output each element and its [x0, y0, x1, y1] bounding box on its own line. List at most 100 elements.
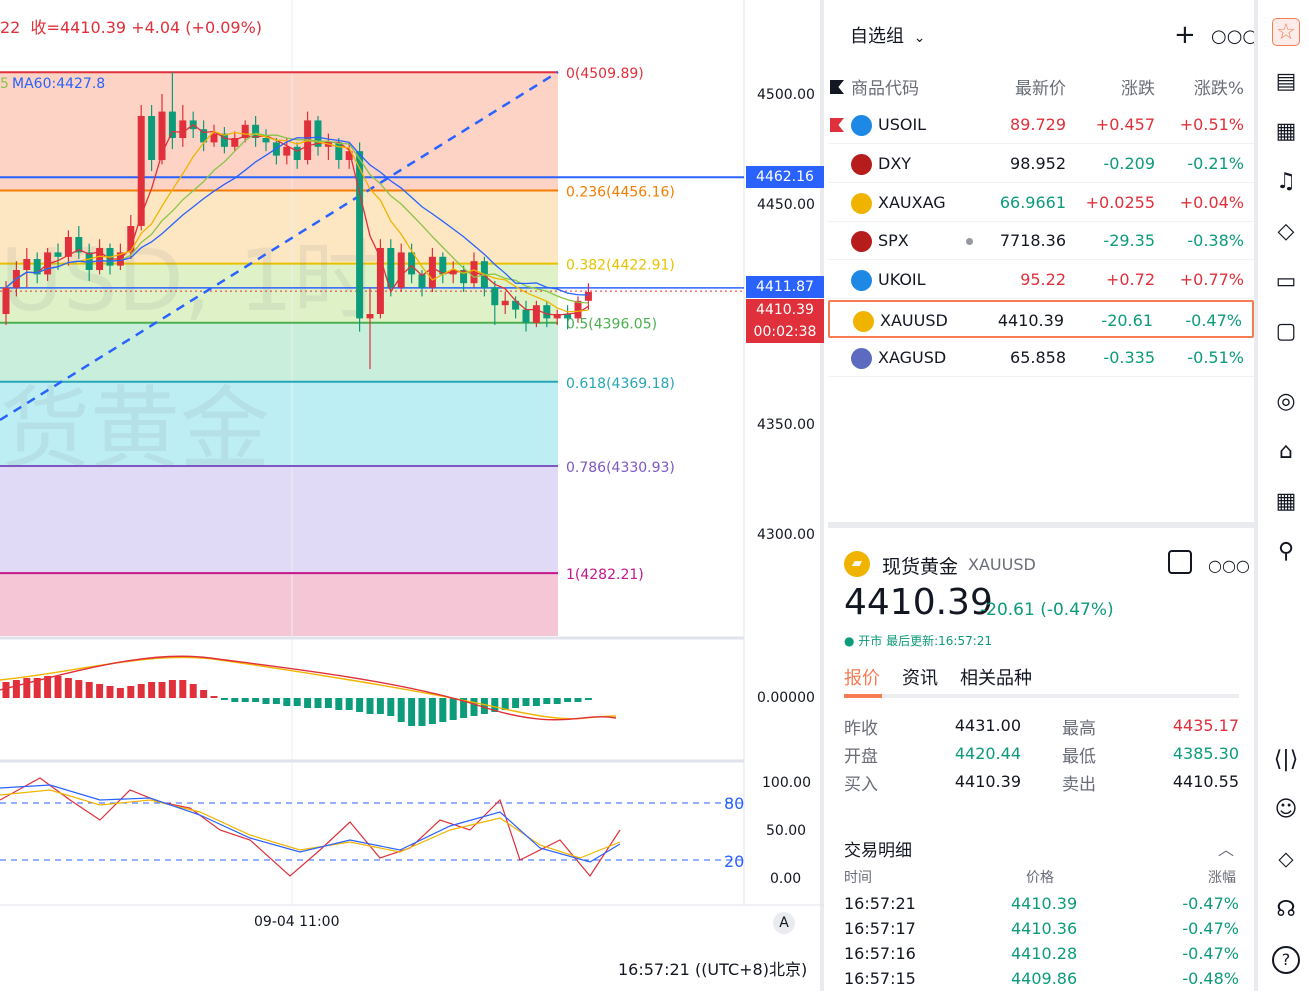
network-icon[interactable]: ⚲	[1277, 539, 1295, 564]
tab-news[interactable]: 资讯	[902, 668, 938, 689]
status-dot	[966, 238, 973, 246]
row-symbol: USOIL	[878, 115, 927, 134]
row-change-pct: -0.47%	[1185, 311, 1242, 330]
ma-legend: MA60:4427.8	[12, 76, 106, 92]
panel-divider[interactable]	[828, 522, 1254, 528]
handshake-icon[interactable]: ⬦	[1278, 847, 1294, 872]
tab-related[interactable]: 相关品种	[960, 668, 1032, 689]
watchlist-row[interactable]: UKOIL 95.22 +0.72 +0.77%	[828, 261, 1254, 300]
flag-icon[interactable]	[830, 118, 844, 132]
candle-body	[522, 309, 530, 323]
macd-histogram-bar	[168, 680, 176, 698]
col-change[interactable]: 涨跌	[1121, 79, 1155, 99]
edit-icon[interactable]	[1168, 550, 1192, 574]
col-symbol[interactable]: 商品代码	[851, 79, 919, 99]
quote-value: 4410.39	[954, 772, 1021, 791]
trade-row: 16:57:15 4409.86 -0.48%	[844, 969, 1239, 993]
help-icon[interactable]: ?	[1272, 946, 1300, 974]
auto-scale-button[interactable]: A	[773, 912, 795, 934]
chart-panel[interactable]: 0(4509.89) 0.236(4456.16) 0.382(4422.91) 0.…	[0, 0, 824, 991]
fib-level-label: 0.618(4369.18)	[566, 376, 675, 392]
target-icon[interactable]: ◎	[1276, 389, 1296, 414]
candle-body	[220, 133, 228, 147]
rsi-axis-100: 100.00	[762, 775, 811, 791]
candle-body	[314, 120, 322, 147]
row-symbol: DXY	[878, 153, 912, 173]
row-last: 4410.39	[997, 311, 1064, 330]
macd-histogram-bar	[127, 686, 135, 698]
row-last: 98.952	[1010, 153, 1066, 173]
video-icon[interactable]: ▭	[1275, 269, 1297, 294]
support-icon[interactable]: ☊	[1276, 897, 1296, 922]
layers-icon[interactable]: ◇	[1277, 219, 1295, 244]
macd-histogram-bar	[262, 698, 270, 704]
collapse-icon[interactable]: ︿	[1218, 840, 1235, 859]
detail-more-icon[interactable]: ○○○	[1208, 556, 1250, 575]
rsi-level-20: 20	[724, 852, 745, 871]
price-axis-label: 4300.00	[757, 527, 815, 543]
symbol-logo-icon	[851, 347, 872, 369]
tab-quote[interactable]: 报价	[844, 668, 880, 689]
macd-histogram-bar	[439, 698, 447, 722]
candle-body	[553, 314, 561, 319]
trade-time: 16:57:17	[844, 919, 916, 938]
education-icon[interactable]: ⌂	[1279, 439, 1293, 464]
macd-histogram-bar	[283, 698, 291, 706]
watchlist-row[interactable]: DXY 98.952 -0.209 -0.21%	[828, 145, 1254, 183]
row-last: 89.729	[1010, 115, 1066, 134]
quote-value: 4385.30	[1172, 744, 1239, 763]
detail-change: -20.61 (-0.47%)	[980, 600, 1114, 620]
row-change-pct: -0.21%	[1187, 153, 1244, 173]
trade-col-price: 价格	[1026, 870, 1054, 886]
price-chart[interactable]: 0(4509.89) 0.236(4456.16) 0.382(4422.91) 0.…	[0, 0, 824, 991]
detail-symbol: XAUUSD	[968, 555, 1036, 574]
macd-histogram-bar	[54, 676, 62, 698]
macd-histogram-bar	[272, 698, 280, 704]
fib-zone	[0, 381, 558, 466]
more-icon[interactable]: ○○○	[1211, 26, 1259, 47]
plus-icon[interactable]: +	[1174, 20, 1196, 50]
col-last[interactable]: 最新价	[1015, 79, 1066, 99]
macd-histogram-bar	[532, 698, 540, 706]
rsi-ma-line	[0, 789, 621, 859]
col-change-pct[interactable]: 涨跌%	[1193, 79, 1244, 99]
candle-body	[345, 151, 353, 160]
calendar-icon[interactable]: ▦	[1275, 119, 1297, 144]
chatbot-icon[interactable]: ☺	[1274, 797, 1298, 822]
row-change-pct: +0.04%	[1179, 192, 1244, 212]
candle-body	[231, 138, 239, 147]
macd-histogram-bar	[553, 698, 561, 704]
macd-histogram-bar	[148, 682, 156, 698]
candle-body	[210, 133, 218, 143]
candle-body	[397, 252, 405, 288]
table-icon[interactable]: ▦	[1275, 489, 1297, 514]
watchlist-row[interactable]: SPX 7718.36 -29.35 -0.38%	[828, 222, 1254, 261]
trade-row: 16:57:16 4410.28 -0.47%	[844, 944, 1239, 968]
macd-histogram-bar	[2, 682, 10, 698]
row-change: -29.35	[1103, 231, 1155, 251]
watermark-text: USD, 1时	[0, 231, 379, 331]
watchlist-row[interactable]: XAUXAG 66.9661 +0.0255 +0.04%	[828, 184, 1254, 222]
macd-histogram-bar	[584, 698, 592, 700]
row-symbol: SPX	[878, 231, 909, 251]
watchlist-group-selector[interactable]: 自选组 ⌄	[850, 22, 925, 48]
trades-title: 交易明细	[844, 841, 912, 861]
watchlist-row[interactable]: XAUUSD 4410.39 -20.61 -0.47%	[828, 300, 1254, 338]
quote-label: 卖出	[1062, 775, 1096, 795]
trade-time: 16:57:15	[844, 969, 916, 988]
fib-zone	[0, 465, 558, 574]
chat-icon[interactable]: ▢	[1275, 319, 1297, 344]
macd-histogram-bar	[335, 698, 343, 710]
data-window-icon[interactable]: ⟨|⟩	[1273, 747, 1299, 772]
macd-line	[0, 655, 617, 721]
candle-body	[584, 292, 592, 301]
macd-histogram-bar	[200, 690, 208, 698]
rsi-axis-0: 0.00	[770, 871, 802, 887]
watchlist-row[interactable]: XAGUSD 65.858 -0.335 -0.51%	[828, 339, 1254, 377]
alert-icon[interactable]: ♫	[1276, 169, 1296, 194]
watchlist-icon[interactable]: ☆	[1272, 18, 1300, 46]
watchlist-row[interactable]: USOIL 89.729 +0.457 +0.51%	[828, 106, 1254, 144]
trade-time: 16:57:21	[844, 894, 916, 913]
news-icon[interactable]: ▤	[1275, 69, 1297, 94]
countdown-label: 00:02:38	[746, 321, 824, 343]
